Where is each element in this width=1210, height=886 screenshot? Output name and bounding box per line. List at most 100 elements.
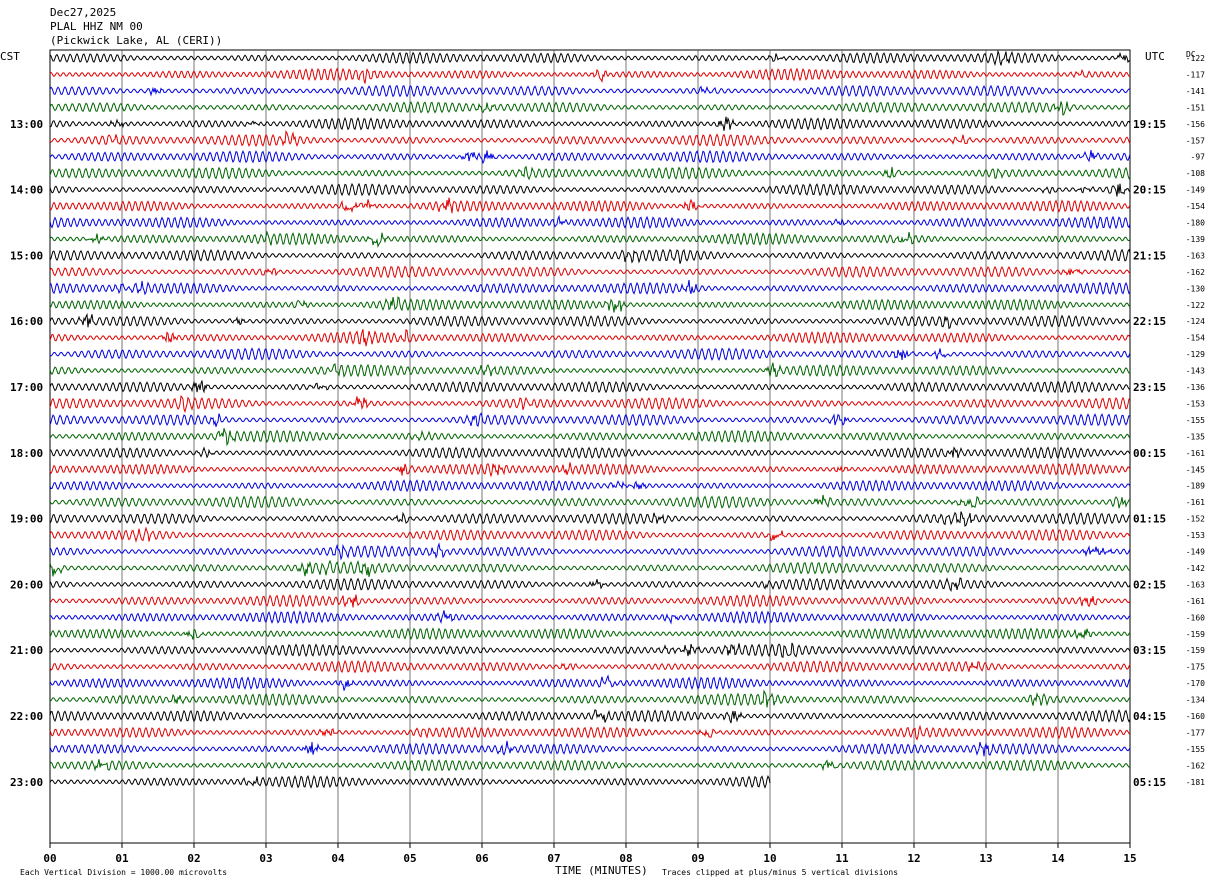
left-hour-label: 15:00: [10, 249, 43, 262]
x-tick-label: 14: [1051, 852, 1065, 865]
dc-offset-value: -143: [1186, 367, 1205, 376]
seismic-traces: [49, 49, 1131, 789]
right-hour-label: 05:15: [1133, 776, 1166, 789]
dc-offset-value: -163: [1186, 580, 1205, 589]
trace-line: [49, 462, 1131, 478]
dc-offset-value: -161: [1186, 449, 1205, 458]
header-location: (Pickwick Lake, AL (CERI)): [50, 34, 222, 47]
left-hour-label: 17:00: [10, 381, 43, 394]
x-tick-label: 12: [907, 852, 920, 865]
x-tick-label: 11: [835, 852, 849, 865]
left-hour-label: 22:00: [10, 710, 43, 723]
trace-line: [49, 577, 1131, 592]
x-tick-label: 00: [43, 852, 56, 865]
trace-line: [49, 380, 1130, 394]
dc-offset-value: -177: [1186, 728, 1205, 737]
trace-line: [49, 230, 1131, 249]
trace-line: [49, 559, 1131, 577]
trace-line: [49, 265, 1131, 279]
x-tick-label: 03: [259, 852, 272, 865]
trace-line: [49, 84, 1131, 98]
left-hour-label: 16:00: [10, 315, 43, 328]
x-tick-label: 02: [187, 852, 200, 865]
trace-line: [49, 758, 1131, 772]
footer-scale-note: Each Vertical Division = 1000.00 microvo…: [20, 868, 227, 877]
dc-offset-value: -170: [1186, 679, 1205, 688]
x-axis-title: TIME (MINUTES): [555, 864, 648, 877]
right-hour-label: 02:15: [1133, 578, 1166, 591]
minute-grid: [49, 49, 1131, 844]
dc-offset-value: -130: [1186, 284, 1205, 293]
utc-label: UTC: [1145, 50, 1165, 63]
trace-line: [49, 446, 1131, 460]
right-hour-label: 23:15: [1133, 381, 1166, 394]
trace-line: [49, 165, 1131, 181]
left-hour-label: 13:00: [10, 118, 43, 131]
plot-frame: [49, 49, 1131, 844]
trace-line: [49, 67, 1131, 84]
x-tick-label: 10: [763, 852, 776, 865]
header-station: PLAL HHZ NM 00: [50, 20, 143, 33]
dc-offset-value: -149: [1186, 548, 1205, 557]
right-hour-label: 21:15: [1133, 249, 1166, 262]
dc-offset-value: -122: [1186, 54, 1205, 63]
trace-line: [49, 149, 1131, 165]
trace-line: [49, 526, 1131, 543]
dc-offset-value: -122: [1186, 301, 1205, 310]
dc-offset-value: -161: [1186, 498, 1205, 507]
trace-line: [49, 49, 1131, 67]
dc-offset-value: -142: [1186, 564, 1205, 573]
x-tick-label: 05: [403, 852, 416, 865]
dc-offset-value: -155: [1186, 745, 1205, 754]
left-hour-label: 23:00: [10, 776, 43, 789]
dc-offset-value: -162: [1186, 268, 1205, 277]
right-hour-labels: 19:15 20:15 21:15 22:15 23:15 00:15 01:15 02:15…: [1133, 118, 1166, 789]
trace-line: [49, 774, 771, 789]
dc-offset-value: -117: [1186, 70, 1205, 79]
dc-offset-value: -154: [1186, 202, 1205, 211]
x-tick-label: 15: [1123, 852, 1136, 865]
right-hour-label: 03:15: [1133, 644, 1166, 657]
dc-offset-value: -163: [1186, 251, 1205, 260]
dc-offset-value: -156: [1186, 120, 1205, 129]
left-hour-label: 21:00: [10, 644, 43, 657]
dc-offset-value: -108: [1186, 169, 1205, 178]
trace-line: [49, 740, 1131, 757]
trace-line: [49, 312, 1131, 330]
right-hour-label: 01:15: [1133, 513, 1166, 526]
trace-line: [49, 511, 1131, 527]
dc-offset-value: -154: [1186, 334, 1205, 343]
x-tick-label: 08: [619, 852, 632, 865]
trace-line: [49, 129, 1131, 148]
trace-line: [49, 642, 1131, 658]
right-hour-label: 00:15: [1133, 447, 1166, 460]
trace-line: [49, 689, 1131, 708]
left-hour-labels: 13:00 14:00 15:00 16:00 17:00 18:00 19:00 20:00…: [10, 118, 43, 789]
trace-line: [49, 709, 1131, 724]
dc-offset-value: -129: [1186, 350, 1205, 359]
dc-offset-labels: -122 -117 -141 -151 -156 -157 -97 -108 -149 -154 -…: [1186, 54, 1205, 787]
right-hour-label: 20:15: [1133, 184, 1166, 197]
trace-line: [49, 395, 1131, 414]
dc-offset-value: -151: [1186, 103, 1205, 112]
trace-line: [49, 542, 1131, 561]
trace-line: [50, 279, 1131, 296]
dc-offset-value: -155: [1186, 416, 1205, 425]
dc-offset-value: -160: [1186, 613, 1205, 622]
trace-line: [49, 610, 1131, 625]
x-tick-label: 07: [547, 852, 560, 865]
dc-offset-value: -153: [1186, 531, 1205, 540]
right-hour-label: 04:15: [1133, 710, 1166, 723]
dc-offset-value: -175: [1186, 663, 1205, 672]
cst-label: CST: [0, 50, 20, 63]
dc-offset-value: -141: [1186, 87, 1205, 96]
trace-line: [49, 479, 1131, 493]
trace-line: [49, 494, 1131, 509]
trace-line: [49, 182, 1131, 197]
x-tick-label: 13: [979, 852, 992, 865]
trace-line: [49, 412, 1131, 427]
x-tick-label: 01: [115, 852, 129, 865]
dc-offset-value: -136: [1186, 383, 1205, 392]
dc-offset-value: -162: [1186, 761, 1205, 770]
